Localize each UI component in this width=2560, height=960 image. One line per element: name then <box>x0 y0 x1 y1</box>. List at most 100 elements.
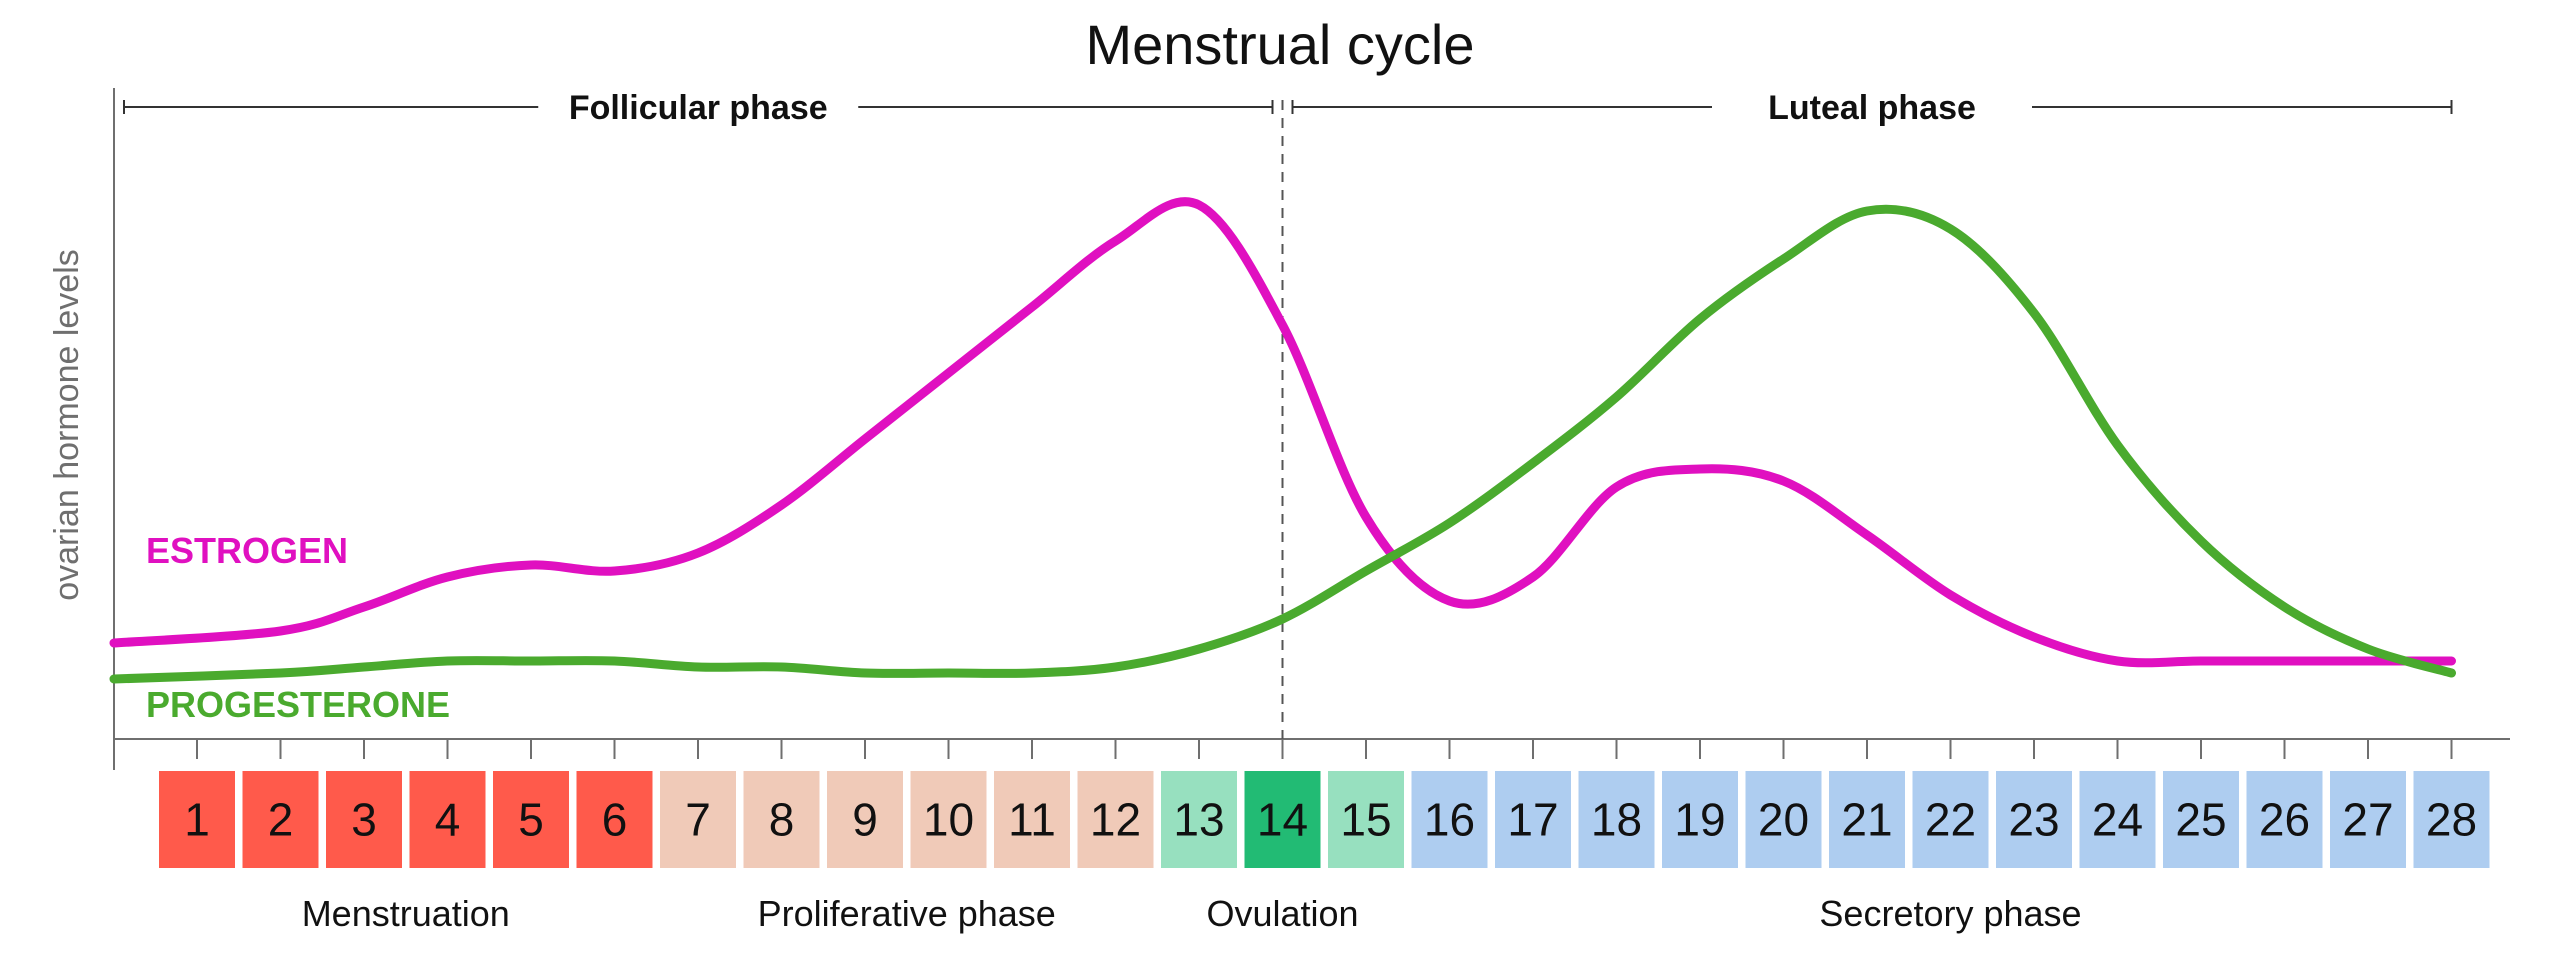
phase-label: Follicular phase <box>569 89 828 127</box>
axes <box>113 88 2510 770</box>
day-box: 16 <box>1411 771 1488 868</box>
day-number: 10 <box>923 794 974 846</box>
y-axis-label: ovarian hormone levels <box>48 249 86 601</box>
series-lines <box>109 197 2456 684</box>
day-boxes: 1 2 3 4 5 6 7 8 9 10 11 12 13 14 15 16 17 18 19 20 21 22 23 24 2… <box>159 771 2490 868</box>
day-box-fill <box>2413 771 2490 868</box>
day-box-fill <box>1495 771 1571 868</box>
day-box-fill <box>910 771 987 868</box>
day-number: 28 <box>2426 794 2477 846</box>
phase-bracket: Luteal phase <box>1291 89 2453 127</box>
day-box-fill <box>242 771 319 868</box>
day-box-fill <box>827 771 903 868</box>
day-box-fill <box>1161 771 1237 868</box>
day-number: 17 <box>1507 794 1558 846</box>
day-box: 2 <box>242 771 319 868</box>
day-number: 20 <box>1758 794 1809 846</box>
day-box: 8 <box>743 771 820 868</box>
day-box-fill <box>409 771 486 868</box>
day-box: 14 <box>1244 771 1321 868</box>
day-box: 28 <box>2413 771 2490 868</box>
day-number: 14 <box>1257 794 1308 846</box>
day-box-fill <box>1077 771 1154 868</box>
day-number: 12 <box>1090 794 1141 846</box>
day-box-fill <box>1745 771 1822 868</box>
day-box-fill <box>326 771 402 868</box>
phase-bracket: Follicular phase <box>123 89 1274 127</box>
day-box: 7 <box>660 771 736 868</box>
day-number: 9 <box>852 794 878 846</box>
day-box-fill <box>493 771 569 868</box>
day-box-fill <box>576 771 653 868</box>
day-box-fill <box>1996 771 2072 868</box>
day-number: 24 <box>2092 794 2143 846</box>
day-box-fill <box>1662 771 1738 868</box>
day-box: 10 <box>910 771 987 868</box>
day-number: 18 <box>1591 794 1642 846</box>
day-number: 3 <box>351 794 377 846</box>
stage-label: Ovulation <box>1206 893 1358 934</box>
day-box: 17 <box>1495 771 1571 868</box>
day-number: 27 <box>2342 794 2393 846</box>
day-box-fill <box>2330 771 2406 868</box>
day-box-fill <box>1912 771 1989 868</box>
day-number: 6 <box>602 794 628 846</box>
day-number: 13 <box>1173 794 1224 846</box>
day-box: 12 <box>1077 771 1154 868</box>
day-box-fill <box>2079 771 2156 868</box>
stage-label: Secretory phase <box>1819 893 2081 934</box>
day-box: 3 <box>326 771 402 868</box>
phase-brackets: Follicular phase Luteal phase <box>123 89 2453 127</box>
stage-label: Menstruation <box>302 893 510 934</box>
stage-label: Proliferative phase <box>758 893 1056 934</box>
day-box: 18 <box>1578 771 1655 868</box>
phase-label: Luteal phase <box>1768 89 1976 127</box>
day-box: 22 <box>1912 771 1989 868</box>
day-box-fill <box>994 771 1070 868</box>
series-label-estrogen: ESTROGEN <box>146 530 348 571</box>
stage-labels: Menstruation Proliferative phase Ovulation… <box>302 893 2082 934</box>
series-label-progesterone: PROGESTERONE <box>146 684 450 725</box>
day-box-fill <box>743 771 820 868</box>
day-number: 15 <box>1340 794 1391 846</box>
day-box: 26 <box>2246 771 2323 868</box>
day-box: 9 <box>827 771 903 868</box>
day-number: 4 <box>435 794 461 846</box>
day-box-fill <box>159 771 235 868</box>
day-number: 11 <box>1008 794 1056 846</box>
day-box-fill <box>2246 771 2323 868</box>
series-labels: ESTROGEN PROGESTERONE <box>146 530 450 725</box>
day-box-fill <box>1244 771 1321 868</box>
day-box: 1 <box>159 771 235 868</box>
day-number: 16 <box>1424 794 1475 846</box>
series-line-estrogen <box>109 197 2456 668</box>
day-number: 26 <box>2259 794 2310 846</box>
day-number: 19 <box>1674 794 1725 846</box>
day-box: 4 <box>409 771 486 868</box>
day-box: 24 <box>2079 771 2156 868</box>
day-number: 5 <box>518 794 544 846</box>
day-number: 23 <box>2008 794 2059 846</box>
day-number: 8 <box>769 794 795 846</box>
day-number: 7 <box>685 794 711 846</box>
day-box: 6 <box>576 771 653 868</box>
chart-title: Menstrual cycle <box>1085 13 1474 76</box>
day-box: 21 <box>1829 771 1905 868</box>
day-box: 25 <box>2163 771 2239 868</box>
day-box: 19 <box>1662 771 1738 868</box>
day-box-fill <box>1411 771 1488 868</box>
day-box-fill <box>1578 771 1655 868</box>
day-box: 27 <box>2330 771 2406 868</box>
day-box: 20 <box>1745 771 1822 868</box>
day-number: 2 <box>268 794 294 846</box>
day-number: 22 <box>1925 794 1976 846</box>
day-box-fill <box>660 771 736 868</box>
day-box-fill <box>1328 771 1404 868</box>
x-axis-ticks <box>196 739 2453 759</box>
series-line-progesterone <box>109 204 2456 684</box>
day-box: 15 <box>1328 771 1404 868</box>
day-box: 23 <box>1996 771 2072 868</box>
day-box-fill <box>2163 771 2239 868</box>
day-box: 11 <box>994 771 1070 868</box>
